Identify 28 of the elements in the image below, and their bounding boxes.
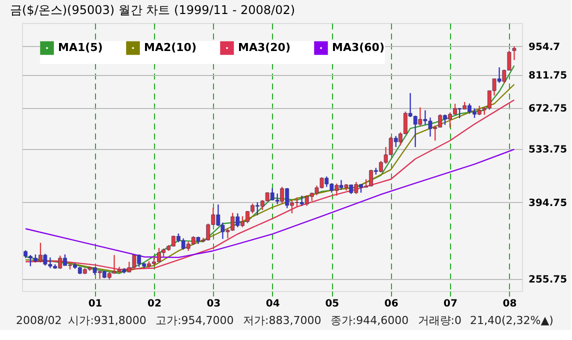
x-tick-label: 03: [206, 298, 221, 310]
legend-label: MA3(20): [238, 41, 290, 54]
text: 종가:944,6000: [330, 314, 409, 327]
line-series: [24, 148, 515, 258]
y-tick-label: 394.75: [528, 198, 568, 209]
x-tick-label: 04: [266, 298, 280, 310]
text: 고가:954,7000: [156, 314, 234, 327]
chart-title: 금($/온스)(95003) 월간 차트 (1999/11 - 2008/02): [10, 3, 296, 17]
text: 저가:883,7000: [243, 314, 322, 327]
y-tick-label: 255.75: [528, 274, 568, 286]
x-tick-label: 01: [88, 298, 102, 310]
x-tick-label: 06: [384, 298, 398, 310]
text: 시가:931,8000: [68, 314, 146, 327]
legend-label: MA1(5): [58, 41, 103, 54]
text: 거래량:0: [418, 314, 462, 327]
y-tick-label: 811.75: [528, 70, 568, 82]
x-tick-label: 08: [502, 298, 517, 310]
candlestick: [512, 46, 516, 61]
x-tick-label: 02: [148, 298, 162, 310]
text: 21,40(2,32%▲): [470, 314, 554, 327]
legend-label: MA2(10): [144, 41, 196, 54]
x-tick-label: 07: [444, 298, 458, 310]
legend-label: MA3(60): [332, 41, 384, 54]
y-tick-label: 533.75: [528, 144, 568, 156]
text: 2008/02: [16, 314, 62, 327]
y-tick-label: 672.75: [528, 104, 568, 115]
y-tick-label: 954.7: [528, 42, 560, 53]
x-tick-label: 05: [325, 298, 340, 310]
